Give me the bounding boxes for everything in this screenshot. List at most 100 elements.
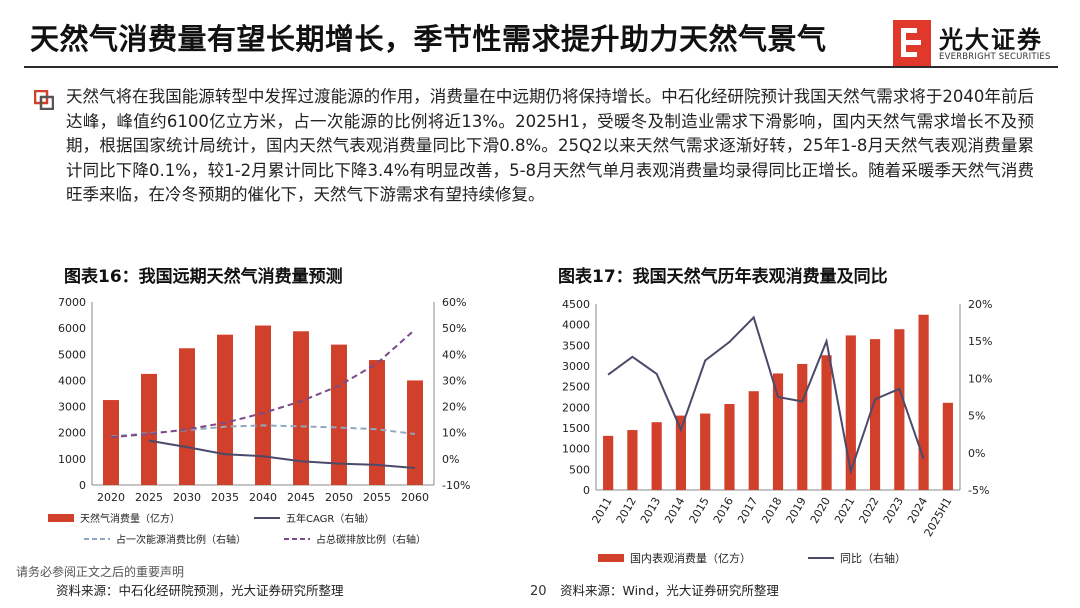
y-left-tick-label: 2000: [562, 401, 590, 414]
y-left-tick-label: 7000: [58, 296, 86, 309]
x-tick-label: 2013: [638, 495, 663, 526]
company-logo: 光大证券 EVERBRIGHT SECURITIES: [893, 18, 1068, 68]
body-paragraph: 天然气将在我国能源转型中发挥过渡能源的作用，消费量在中远期仍将保持增长。中石化经…: [66, 87, 1034, 204]
bar: [797, 363, 808, 490]
legend-label: 天然气消费量（亿方）: [80, 512, 180, 525]
bar: [748, 391, 759, 490]
bar: [179, 348, 195, 485]
x-tick-label: 2012: [614, 495, 639, 526]
source-note-16: 资料来源：中石化经研院预测，光大证券研究所整理: [56, 583, 344, 598]
x-tick-label: 2050: [325, 491, 353, 504]
legend-label: 同比（右轴）: [840, 551, 906, 565]
y-left-tick-label: 1000: [562, 443, 590, 456]
x-tick-label: 2030: [173, 491, 201, 504]
chart-historical-consumption: 0 500 1000 1500 2000 2500 3000 3500 4000 4500 -5% 0…: [562, 298, 992, 565]
bar: [217, 334, 233, 485]
y-left-tick-label: 4000: [562, 319, 590, 332]
bar: [845, 335, 856, 490]
legend-label: 国内表观消费量（亿方）: [630, 551, 751, 565]
bar: [724, 404, 735, 490]
x-tick-label: 2018: [759, 495, 784, 526]
bar: [869, 339, 881, 490]
y-left-tick-label: 6000: [58, 322, 86, 335]
title-divider: [24, 66, 1058, 68]
y-right-tick-label: 15%: [968, 335, 992, 348]
x-tick-label: 2040: [249, 491, 277, 504]
chart-title-16: 图表16：我国远期天然气消费量预测: [64, 267, 343, 287]
source-note-17: 资料来源：Wind，光大证券研究所整理: [560, 583, 779, 598]
y-right-tick-label: 20%: [968, 298, 992, 311]
y-left-tick-label: 2500: [562, 381, 590, 394]
y-left-tick-label: 500: [569, 463, 590, 476]
y-left-tick-label: 3000: [58, 401, 86, 414]
logo-english-name: EVERBRIGHT SECURITIES: [939, 52, 1051, 62]
y-right-tick-label: 40%: [442, 348, 466, 361]
x-tick-label: 2020: [97, 491, 125, 504]
bar: [407, 380, 423, 485]
bar: [772, 373, 784, 490]
page-number: 20: [530, 584, 547, 599]
x-tick-label: 2020: [808, 495, 833, 526]
y-left-tick-label: 0: [583, 484, 590, 497]
bar: [603, 435, 614, 490]
y-right-tick-label: 10%: [968, 372, 992, 385]
series-line: [110, 328, 416, 439]
y-right-tick-label: 10%: [442, 427, 466, 440]
y-right-tick-label: 20%: [442, 401, 466, 414]
bar: [103, 400, 119, 485]
y-left-tick-label: 4000: [58, 374, 86, 387]
bar: [627, 430, 638, 490]
y-right-tick-label: -5%: [968, 484, 989, 497]
bar: [293, 331, 309, 485]
legend-label: 五年CAGR（右轴）: [286, 512, 374, 525]
chart-title-17: 图表17：我国天然气历年表观消费量及同比: [558, 267, 888, 287]
y-left-tick-label: 2000: [58, 427, 86, 440]
x-tick-label: 2024: [905, 495, 930, 526]
y-left-tick-label: 3000: [562, 360, 590, 373]
y-left-tick-label: 0: [79, 479, 86, 492]
series-line: [607, 315, 925, 476]
series-line: [148, 439, 416, 469]
y-left-tick-label: 3500: [562, 339, 590, 352]
legend-swatch: [598, 554, 624, 562]
legend-label: 占总碳排放比例（右轴）: [316, 533, 426, 546]
y-left-tick-label: 5000: [58, 348, 86, 361]
x-tick-label: 2021: [832, 495, 857, 526]
everbright-logo-icon: [893, 20, 931, 66]
page-title: 天然气消费量有望长期增长，季节性需求提升助力天然气景气: [30, 22, 827, 56]
y-right-tick-label: 0%: [442, 453, 459, 466]
bar: [651, 422, 662, 490]
y-right-tick-label: 0%: [968, 447, 985, 460]
bar: [700, 413, 711, 490]
chart-consumption-forecast: 0 1000 2000 3000 4000 5000 6000 7000 -10% 0% 10% 20…: [48, 296, 470, 546]
x-tick-label: 2017: [735, 495, 760, 526]
bar: [894, 329, 905, 490]
x-tick-label: 2019: [784, 495, 809, 526]
y-left-tick-label: 4500: [562, 298, 590, 311]
bar: [141, 373, 157, 485]
x-tick-label: 2025: [135, 491, 163, 504]
legend-swatch: [48, 514, 74, 522]
bullet-icon: [34, 90, 54, 110]
y-right-tick-label: 30%: [442, 374, 466, 387]
x-tick-label: 2023: [881, 495, 906, 526]
x-tick-label: 2014: [662, 495, 687, 526]
logo-name: 光大证券: [939, 26, 1043, 54]
bar: [255, 325, 271, 485]
legend-label: 占一次能源消费比例（右轴）: [116, 533, 246, 546]
bar: [918, 314, 929, 490]
y-left-tick-label: 1000: [58, 453, 86, 466]
bar: [675, 415, 687, 490]
x-tick-label: 2055: [363, 491, 391, 504]
y-right-tick-label: 5%: [968, 410, 985, 423]
x-tick-label: 2011: [589, 495, 614, 526]
y-right-tick-label: -10%: [442, 479, 470, 492]
y-right-tick-label: 50%: [442, 322, 466, 335]
x-tick-label: 2035: [211, 491, 239, 504]
x-tick-label: 2060: [401, 491, 429, 504]
bar: [369, 360, 385, 485]
disclaimer: 请务必参阅正文之后的重要声明: [16, 565, 185, 579]
y-left-tick-label: 1500: [562, 422, 590, 435]
y-right-tick-label: 60%: [442, 296, 466, 309]
bar: [942, 402, 953, 490]
